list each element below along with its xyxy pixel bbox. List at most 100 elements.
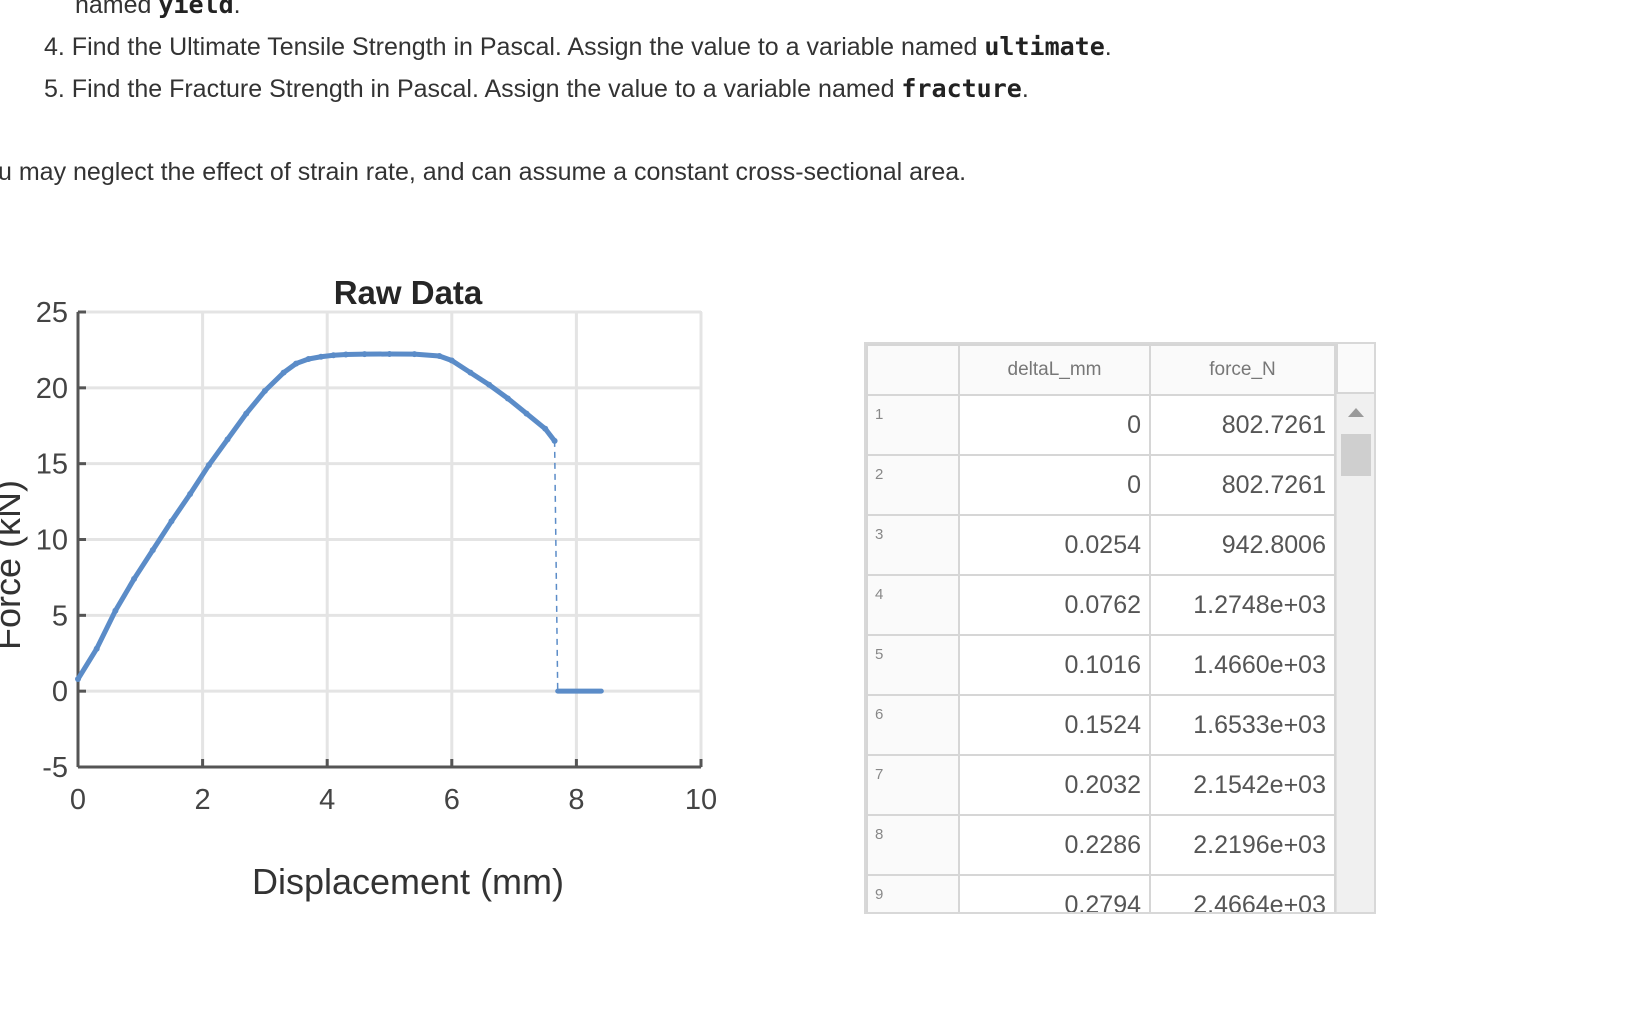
cell-deltal[interactable]: 0 <box>958 394 1151 456</box>
table-row[interactable]: 3 0.0254 942.8006 <box>866 514 1336 576</box>
row-number: 2 <box>866 454 960 516</box>
y-tick-label: 5 <box>52 600 68 632</box>
chart-y-axis-label: Force (kN) <box>0 480 28 650</box>
data-point <box>261 387 268 394</box>
table-row[interactable]: 5 0.1016 1.4660e+03 <box>866 634 1336 696</box>
data-point <box>330 352 337 359</box>
table-row[interactable]: 9 0.2794 2.4664e+03 <box>866 874 1336 912</box>
data-table: deltaL_mm force_N 1 0 802.7261 2 0 802.7261 3 0… <box>866 344 1336 912</box>
data-point <box>131 575 138 582</box>
cell-deltal[interactable]: 0.1016 <box>958 634 1151 696</box>
data-point <box>168 518 175 525</box>
chart-x-axis-label: Displacement (mm) <box>252 861 564 902</box>
data-point <box>386 351 393 358</box>
cell-force[interactable]: 802.7261 <box>1149 454 1336 516</box>
cell-force[interactable]: 2.2196e+03 <box>1149 814 1336 876</box>
row-number: 8 <box>866 814 960 876</box>
cell-deltal[interactable]: 0.2794 <box>958 874 1151 912</box>
cell-deltal[interactable]: 0.2286 <box>958 814 1151 876</box>
instruction-text: 5. Find the Fracture Strength in Pascal.… <box>44 75 902 103</box>
cell-deltal[interactable]: 0 <box>958 454 1151 516</box>
data-point <box>504 395 511 402</box>
row-number: 6 <box>866 694 960 756</box>
x-tick-label: 10 <box>685 784 717 816</box>
y-tick-label: 10 <box>36 525 68 557</box>
y-tick-label: 15 <box>36 449 68 481</box>
row-number: 1 <box>866 394 960 456</box>
x-tick-label: 6 <box>444 784 460 816</box>
code-fracture: fracture <box>901 74 1022 103</box>
data-table-widget[interactable]: deltaL_mm force_N 1 0 802.7261 2 0 802.7261 3 0… <box>864 342 1376 914</box>
cell-deltal[interactable]: 0.0762 <box>958 574 1151 636</box>
table-row[interactable]: 6 0.1524 1.6533e+03 <box>866 694 1336 756</box>
header-corner <box>1336 344 1374 394</box>
data-point <box>112 607 119 614</box>
data-point <box>342 351 349 358</box>
cell-force[interactable]: 802.7261 <box>1149 394 1336 456</box>
instruction-text: named <box>75 0 159 19</box>
cell-force[interactable]: 1.6533e+03 <box>1149 694 1336 756</box>
data-point <box>467 369 474 376</box>
data-point <box>243 410 250 417</box>
chart-axes <box>76 310 703 769</box>
data-point <box>293 360 300 367</box>
vertical-scrollbar[interactable] <box>1336 394 1374 912</box>
series-line <box>75 351 558 682</box>
cell-force[interactable]: 2.1542e+03 <box>1149 754 1336 816</box>
x-tick-label: 2 <box>195 784 211 816</box>
data-point <box>187 491 194 497</box>
instruction-text: 4. Find the Ultimate Tensile Strength in… <box>44 33 985 61</box>
row-number: 3 <box>866 514 960 576</box>
cell-deltal[interactable]: 0.2032 <box>958 754 1151 816</box>
data-point <box>93 645 100 652</box>
data-point <box>436 352 443 359</box>
x-tick-label: 4 <box>319 784 335 816</box>
data-point <box>523 410 530 417</box>
data-point <box>411 351 418 358</box>
row-number-header <box>866 344 960 396</box>
scrollbar-thumb[interactable] <box>1341 434 1371 476</box>
table-header-row: deltaL_mm force_N <box>866 344 1336 396</box>
data-point <box>205 462 212 469</box>
table-row[interactable]: 2 0 802.7261 <box>866 454 1336 516</box>
row-number: 4 <box>866 574 960 636</box>
row-number: 7 <box>866 754 960 816</box>
data-point <box>305 356 312 363</box>
instruction-line-fracture: 5. Find the Fracture Strength in Pascal.… <box>44 74 1029 104</box>
table-row[interactable]: 8 0.2286 2.2196e+03 <box>866 814 1336 876</box>
row-number: 5 <box>866 634 960 696</box>
y-tick-label: -5 <box>42 752 68 784</box>
y-tick-label: 0 <box>52 676 68 708</box>
x-tick-label: 8 <box>568 784 584 816</box>
scroll-up-arrow-icon[interactable] <box>1348 408 1364 417</box>
data-point <box>149 547 156 554</box>
cell-deltal[interactable]: 0.1524 <box>958 694 1151 756</box>
code-yield: yield <box>158 0 234 19</box>
column-header-deltal[interactable]: deltaL_mm <box>958 344 1151 396</box>
data-point <box>280 369 287 376</box>
column-header-force[interactable]: force_N <box>1149 344 1336 396</box>
table-row[interactable]: 4 0.0762 1.2748e+03 <box>866 574 1336 636</box>
row-number: 9 <box>866 874 960 912</box>
cell-force[interactable]: 2.4664e+03 <box>1149 874 1336 912</box>
instruction-text: . <box>1021 75 1029 103</box>
data-point <box>361 351 368 358</box>
instruction-line-yield: named yield. <box>75 0 241 20</box>
cell-force[interactable]: 942.8006 <box>1149 514 1336 576</box>
cell-deltal[interactable]: 0.0254 <box>958 514 1151 576</box>
table-row[interactable]: 1 0 802.7261 <box>866 394 1336 456</box>
instruction-text: . <box>1104 33 1112 61</box>
table-row[interactable]: 7 0.2032 2.1542e+03 <box>866 754 1336 816</box>
chart-series <box>75 351 604 694</box>
cell-force[interactable]: 1.2748e+03 <box>1149 574 1336 636</box>
data-point <box>486 381 493 388</box>
data-point <box>224 436 231 443</box>
x-tick-label: 0 <box>70 784 86 816</box>
data-point <box>448 357 455 364</box>
data-point <box>542 425 549 432</box>
note-text: u may neglect the effect of strain rate,… <box>0 158 967 186</box>
cell-force[interactable]: 1.4660e+03 <box>1149 634 1336 696</box>
y-tick-label: 25 <box>36 297 68 329</box>
instruction-line-ultimate: 4. Find the Ultimate Tensile Strength in… <box>44 32 1112 62</box>
